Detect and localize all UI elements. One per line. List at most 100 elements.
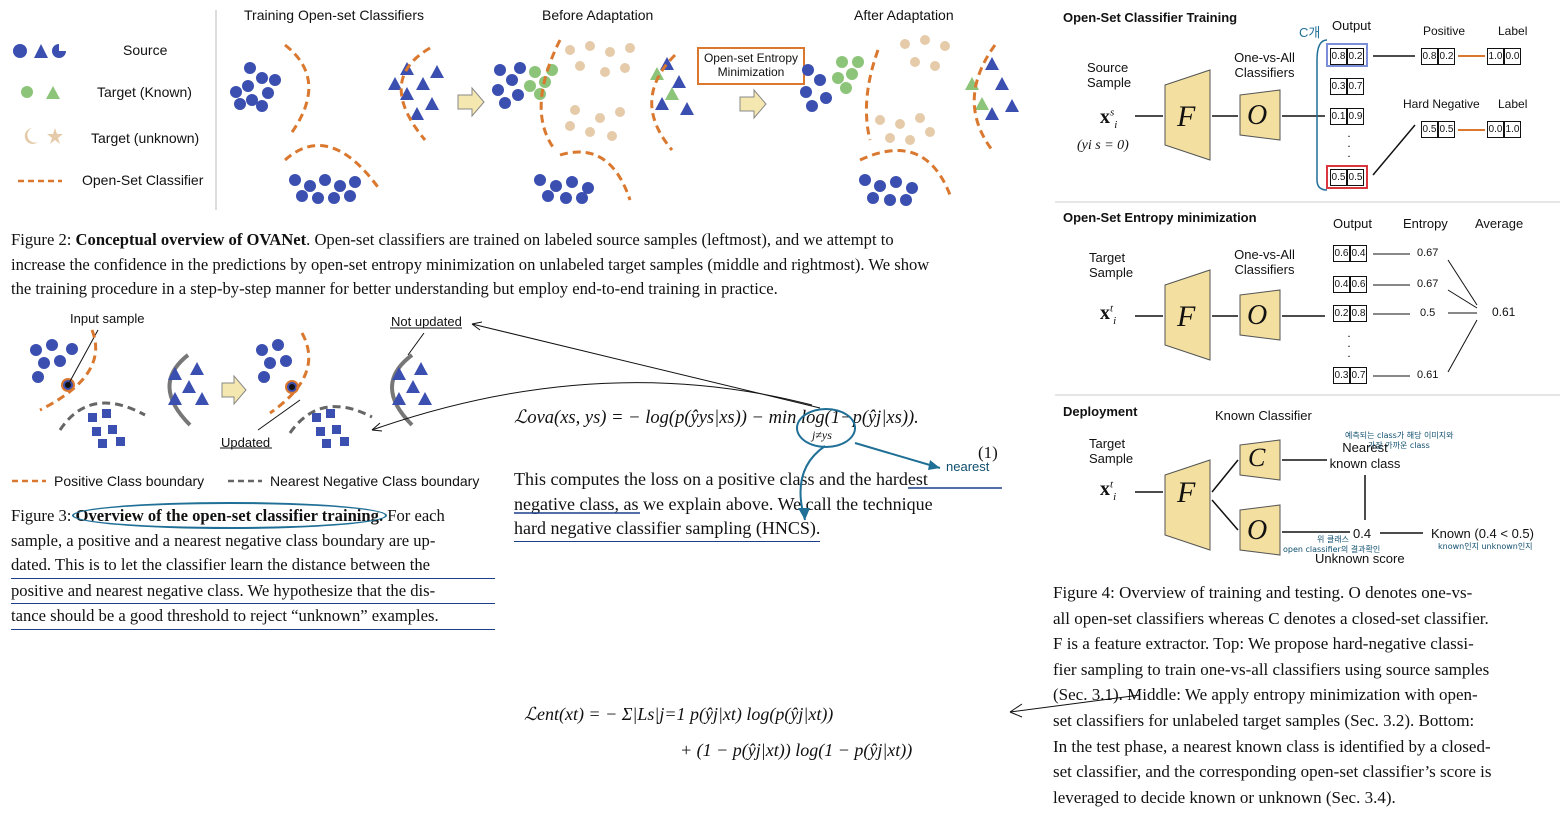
- entropy-minimization-label: Open-set Entropy Minimization: [703, 51, 799, 79]
- mid-output-2: 0.4 0.6: [1333, 276, 1367, 293]
- svg-text:·: ·: [1347, 329, 1351, 343]
- figure-2: Training Open-set Classifiers Before Ada…: [0, 0, 1030, 215]
- top-output-1: 0.8 0.2: [1330, 48, 1364, 65]
- entropy-2: 0.67: [1417, 278, 1439, 290]
- equation-2-line-2: + (1 − p(ŷj|xt)) log(1 − p(ŷj|xt)): [680, 740, 913, 760]
- fig4-caption-line-5: (Sec. 3.1). Middle: We apply entropy min…: [1053, 685, 1478, 705]
- label-input-sample: Input sample: [70, 311, 145, 326]
- hard-negative-label: Hard Negative: [1403, 97, 1480, 111]
- o-block-mid: O: [1247, 300, 1268, 331]
- mid-output-3: 0.2 0.8: [1333, 305, 1367, 322]
- fig2-caption-line-2: increase the confidence in the predictio…: [11, 254, 930, 274]
- middle-output-label: Output: [1333, 216, 1373, 231]
- figure-3-illustration: [12, 327, 462, 483]
- kor-note-5: known인지 unknown인지: [1438, 542, 1533, 551]
- top-output-3: 0.1 0.9: [1330, 108, 1364, 125]
- svg-text:·: ·: [1347, 349, 1351, 363]
- known-classifier-label: Known Classifier: [1215, 408, 1312, 423]
- f-block-top: F: [1177, 100, 1196, 133]
- bottom-target-sample: Target Sample: [1089, 436, 1134, 466]
- c-count-label: C개: [1299, 25, 1321, 40]
- legend-target-known-symbols: [21, 86, 60, 99]
- legend-negative-boundary: Nearest Negative Class boundary: [270, 473, 480, 489]
- figure-3-caption: Figure 3: Overview of the open-set class…: [11, 502, 495, 630]
- mid-output-4: 0.3 0.7: [1333, 367, 1367, 384]
- fig4-caption-line-2: all open-set classifiers whereas C denot…: [1053, 608, 1489, 628]
- fig3-caption-line-3: dated. This is to let the classifier lea…: [11, 553, 495, 579]
- fig2-title-1: Training Open-set Classifiers: [244, 7, 424, 23]
- fig2-caption-label: Figure 2:: [11, 230, 72, 249]
- fig4-caption-line-8: set classifier, and the corresponding op…: [1053, 762, 1492, 782]
- nearest-known-class: Nearest known class: [1329, 440, 1401, 471]
- legend-open-set-classifier: Open-Set Classifier: [82, 172, 204, 188]
- svg-text:·: ·: [1347, 139, 1351, 153]
- svg-text:·: ·: [1347, 339, 1351, 353]
- kor-note-3: 위 클래스: [1317, 535, 1349, 544]
- eq1-text-line-2: negative class, as we explain above. We …: [514, 493, 933, 514]
- legend-target-unknown: Target (unknown): [91, 130, 200, 146]
- equation-2-line-1: ℒent(xt) = − Σ|Ls|j=1 p(ŷj|xt) log(p(ŷj|…: [524, 704, 834, 724]
- middle-target-sample: Target Sample: [1089, 250, 1134, 280]
- fig3-caption-rest-0: For each: [387, 506, 445, 525]
- fig2-caption-line-1: . Open-set classifiers are trained on la…: [306, 230, 894, 249]
- fig3-caption-line-2: sample, a positive and a nearest negativ…: [11, 530, 436, 550]
- xs-symbol: xsi: [1100, 106, 1118, 131]
- positive-label: Positive: [1423, 24, 1466, 38]
- fig4-caption-line-1: Figure 4: Overview of training and testi…: [1053, 583, 1473, 602]
- kor-note-4: open classifier의 결과확인: [1283, 545, 1381, 554]
- kor-note-2: 가장 가까운 class: [1368, 441, 1430, 450]
- legend-target-unknown-symbols: [24, 128, 63, 144]
- figure-3: Input sample Not updated Updated Positiv…: [0, 305, 510, 495]
- section-training: Open-Set Classifier Training: [1063, 10, 1238, 25]
- equation-1-text: This computes the loss on a positive cla…: [514, 467, 1002, 542]
- figure-4: · · · · · · Open-Set Classifier Training Ope…: [1055, 0, 1564, 575]
- label-label: Label: [1498, 24, 1528, 38]
- svg-text:·: ·: [1347, 149, 1351, 163]
- figure-2-illustration: [13, 10, 1019, 210]
- ova-label-top: One-vs-All Classifiers: [1234, 50, 1295, 80]
- nearest-annotation: nearest: [946, 459, 990, 474]
- negative-output: 0.5 0.5: [1421, 121, 1455, 138]
- figure-4-caption: Figure 4: Overview of training and testi…: [1053, 580, 1558, 810]
- legend-positive-boundary: Positive Class boundary: [54, 473, 205, 489]
- section-entropy: Open-Set Entropy minimization: [1063, 210, 1257, 225]
- positive-target: 1.0 0.0: [1487, 48, 1521, 65]
- top-output-label: Output: [1332, 18, 1372, 33]
- entropy-minimization-box: [697, 47, 805, 85]
- average-value: 0.61: [1492, 305, 1516, 319]
- fig2-title-2: Before Adaptation: [542, 7, 654, 23]
- negative-target: 0.0 1.0: [1487, 121, 1521, 138]
- unknown-score-label: Unknown score: [1315, 551, 1405, 566]
- figure-2-caption: Figure 2: Conceptual overview of OVANet.…: [11, 228, 1025, 302]
- eq1-text-line-1: This computes the loss on a positive cla…: [514, 469, 928, 489]
- o-block-top: O: [1247, 100, 1268, 131]
- arrow-right-icon-2: [739, 88, 767, 120]
- equation-1-number: (1): [978, 443, 998, 462]
- fig3-caption-line-5: tance should be a good threshold to reje…: [11, 604, 495, 630]
- middle-entropy-label: Entropy: [1403, 216, 1448, 231]
- xt-symbol-mid: xti: [1100, 302, 1117, 327]
- yi-label: (yi s = 0): [1077, 138, 1129, 153]
- section-deployment: Deployment: [1063, 404, 1138, 419]
- fig3-caption-bold: Overview of the open-set classifier trai…: [71, 502, 388, 529]
- top-output-2: 0.3 0.7: [1330, 78, 1364, 95]
- figure-4-illustration: ··· ···: [1055, 39, 1560, 556]
- source-sample-label: Source Sample: [1087, 60, 1132, 90]
- svg-text:·: ·: [1347, 129, 1351, 143]
- eq1-text-line-3: hard negative classifier sampling (HNCS)…: [514, 516, 821, 542]
- entropy-1: 0.67: [1417, 247, 1439, 259]
- label-not-updated: Not updated: [391, 314, 462, 329]
- top-output-4: 0.5 0.5: [1330, 169, 1364, 186]
- fig3-caption-line-4: positive and nearest negative class. We …: [11, 579, 495, 605]
- xt-symbol-bottom: xti: [1100, 478, 1117, 503]
- fig4-caption-line-7: In the test phase, a nearest known class…: [1053, 736, 1491, 756]
- mid-output-1: 0.6 0.4: [1333, 245, 1367, 262]
- fig4-caption-line-9: leveraged to decide known or unknown (Se…: [1053, 787, 1396, 807]
- known-result: Known (0.4 < 0.5): [1431, 526, 1534, 541]
- fig3-arrow-icon: [221, 374, 247, 406]
- equation-1-circle: [796, 408, 856, 448]
- positive-output: 0.8 0.2: [1421, 48, 1455, 65]
- fig2-caption-bold: Conceptual overview of OVANet: [75, 230, 307, 249]
- f-block-mid: F: [1177, 300, 1196, 333]
- entropy-4: 0.61: [1417, 369, 1439, 381]
